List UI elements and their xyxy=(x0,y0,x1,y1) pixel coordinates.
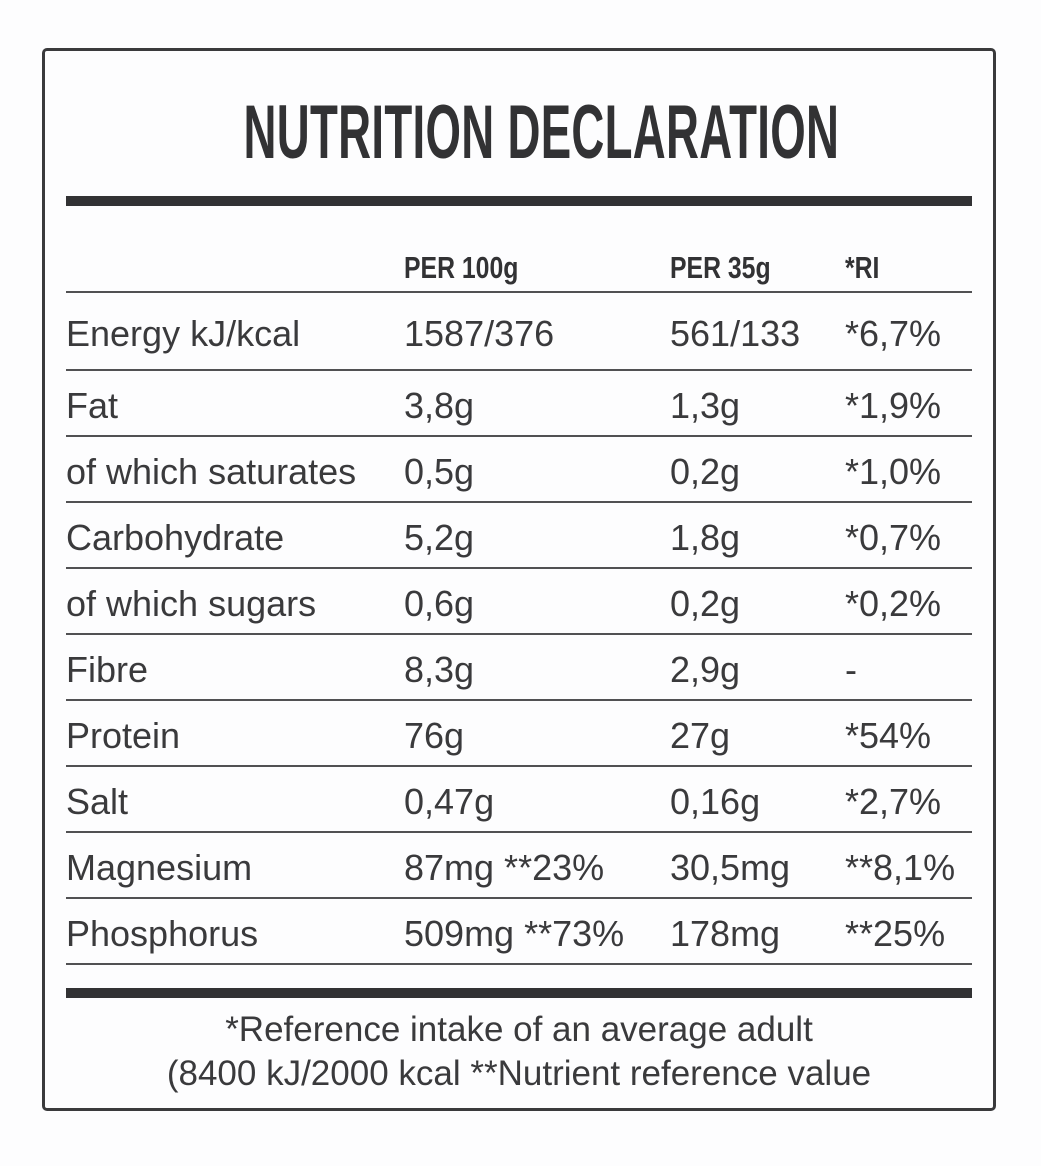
per35-value: 30,5mg xyxy=(670,846,791,888)
ri-value: *1,0% xyxy=(845,450,942,492)
ri-value: - xyxy=(845,648,857,690)
ri-value: *2,7% xyxy=(845,780,942,822)
nutrient-label: Carbohydrate xyxy=(66,516,285,558)
per35-value: 1,8g xyxy=(670,516,741,558)
header-ri: *RI xyxy=(845,249,880,285)
per35-value: 1,3g xyxy=(670,384,741,426)
page-title: NUTRITION DECLARATION xyxy=(243,90,840,175)
per100-value: 8,3g xyxy=(404,648,475,690)
ri-value: *0,2% xyxy=(845,582,942,624)
nutrition-table: PER 100g PER 35g *RI Energy kJ/kcal 1587… xyxy=(66,206,972,965)
nutrient-label: Protein xyxy=(66,714,181,756)
per100-value: 3,8g xyxy=(404,384,475,426)
table-row-magnesium: Magnesium 87mg **23% 30,5mg **8,1% xyxy=(66,833,972,899)
footnote: *Reference intake of an average adult (8… xyxy=(45,1008,993,1096)
top-divider-bar xyxy=(66,196,972,206)
per35-value: 178mg xyxy=(670,912,781,954)
nutrition-label-card: NUTRITION DECLARATION PER 100g PER 35g *… xyxy=(42,48,996,1111)
nutrient-label: Fat xyxy=(66,384,119,426)
per100-value: 0,5g xyxy=(404,450,475,492)
per100-value: 509mg **73% xyxy=(404,912,625,954)
ri-value: *1,9% xyxy=(845,384,942,426)
nutrient-label: Energy kJ/kcal xyxy=(66,312,301,354)
per35-value: 2,9g xyxy=(670,648,741,690)
per100-value: 76g xyxy=(404,714,465,756)
table-row-fat: Fat 3,8g 1,3g *1,9% xyxy=(66,371,972,437)
per35-value: 561/133 xyxy=(670,312,801,354)
per35-value: 0,16g xyxy=(670,780,761,822)
nutrient-label: Phosphorus xyxy=(66,912,259,954)
table-header-row: PER 100g PER 35g *RI xyxy=(66,206,972,293)
title-wrap: NUTRITION DECLARATION xyxy=(45,95,993,171)
per100-value: 5,2g xyxy=(404,516,475,558)
footnote-line-2: (8400 kJ/2000 kcal **Nutrient reference … xyxy=(166,1054,872,1093)
table-row-carbohydrate: Carbohydrate 5,2g 1,8g *0,7% xyxy=(66,503,972,569)
per100-value: 0,47g xyxy=(404,780,495,822)
per100-value: 87mg **23% xyxy=(404,846,605,888)
table-row-salt: Salt 0,47g 0,16g *2,7% xyxy=(66,767,972,833)
table-row-protein: Protein 76g 27g *54% xyxy=(66,701,972,767)
ri-value: *0,7% xyxy=(845,516,942,558)
table-row-phosphorus: Phosphorus 509mg **73% 178mg **25% xyxy=(66,899,972,965)
table-row-energy: Energy kJ/kcal 1587/376 561/133 *6,7% xyxy=(66,293,972,371)
nutrient-label: of which sugars xyxy=(66,582,317,624)
header-per-100g: PER 100g xyxy=(404,249,519,285)
header-per-35g: PER 35g xyxy=(670,249,771,285)
ri-value: **8,1% xyxy=(845,846,956,888)
ri-value: **25% xyxy=(845,912,946,954)
nutrient-label: Fibre xyxy=(66,648,149,690)
table-row-saturates: of which saturates 0,5g 0,2g *1,0% xyxy=(66,437,972,503)
ri-value: *6,7% xyxy=(845,312,942,354)
per100-value: 0,6g xyxy=(404,582,475,624)
nutrient-label: of which saturates xyxy=(66,450,357,492)
per35-value: 27g xyxy=(670,714,731,756)
footnote-line-1: *Reference intake of an average adult xyxy=(225,1010,813,1049)
table-row-fibre: Fibre 8,3g 2,9g - xyxy=(66,635,972,701)
table-row-sugars: of which sugars 0,6g 0,2g *0,2% xyxy=(66,569,972,635)
nutrient-label: Salt xyxy=(66,780,129,822)
bottom-divider-bar xyxy=(66,988,972,998)
per35-value: 0,2g xyxy=(670,582,741,624)
nutrient-label: Magnesium xyxy=(66,846,253,888)
per100-value: 1587/376 xyxy=(404,312,555,354)
ri-value: *54% xyxy=(845,714,932,756)
per35-value: 0,2g xyxy=(670,450,741,492)
